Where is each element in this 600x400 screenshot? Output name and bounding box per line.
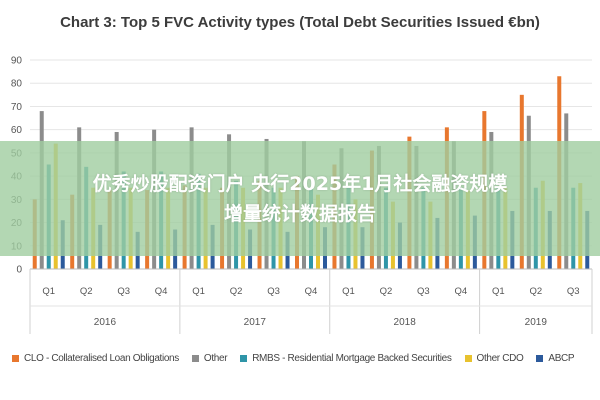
legend-item: Other: [191, 352, 228, 364]
legend-item: RMBS - Residential Mortgage Backed Secur…: [240, 352, 452, 364]
x-tick-label: Q1: [192, 286, 205, 297]
overlay-banner: 优秀炒股配资门户 央行2025年1月社会融资规模 增量统计数据报告: [0, 141, 600, 256]
x-group-label: 2016: [94, 317, 117, 328]
x-tick-label: Q3: [417, 286, 430, 297]
legend-swatch: [12, 354, 19, 362]
legend-item: Other CDO: [464, 352, 524, 364]
x-group-label: 2018: [394, 317, 417, 328]
legend-label: ABCP: [548, 352, 575, 364]
legend-label: CLO - Collateralised Loan Obligations: [24, 352, 179, 364]
x-tick-label: Q4: [305, 286, 318, 297]
x-tick-label: Q2: [380, 286, 393, 297]
y-tick-label: 80: [11, 79, 23, 90]
y-tick-label: 0: [16, 265, 22, 276]
legend-label: Other CDO: [476, 352, 524, 364]
x-tick-label: Q4: [155, 286, 168, 297]
x-tick-label: Q2: [80, 286, 93, 297]
x-group-label: 2019: [525, 317, 548, 328]
x-group-label: 2017: [244, 317, 267, 328]
y-tick-label: 90: [11, 56, 23, 67]
legend-swatch: [191, 354, 199, 362]
overlay-line-1: 优秀炒股配资门户 央行2025年1月社会融资规模: [92, 172, 508, 195]
legend-item: ABCP: [536, 352, 575, 364]
legend-item: CLO - Collateralised Loan Obligations: [12, 353, 179, 364]
x-tick-label: Q1: [492, 286, 505, 297]
x-axis: Q1 Q2 Q3 Q4 Q1 Q2 Q3 Q4 Q1 Q2 Q3 Q4 Q1 Q2 Q3 2016 2017 20…: [29, 268, 593, 334]
x-tick-label: Q2: [529, 286, 542, 297]
legend-swatch: [464, 354, 472, 362]
x-tick-label: Q1: [342, 286, 355, 297]
legend: CLO - Collateralised Loan Obligations Oth…: [12, 350, 600, 366]
x-tick-label: Q2: [230, 286, 243, 297]
x-tick-label: Q4: [455, 286, 468, 297]
legend-swatch: [536, 354, 544, 362]
x-tick-label: Q3: [267, 286, 280, 297]
legend-swatch: [240, 354, 248, 362]
x-tick-label: Q3: [567, 286, 580, 297]
y-tick-label: 70: [11, 102, 23, 113]
legend-label: Other: [203, 352, 228, 364]
chart-title: Chart 3: Top 5 FVC Activity types (Total…: [60, 14, 540, 31]
legend-label: RMBS - Residential Mortgage Backed Secur…: [252, 352, 452, 364]
overlay-line-2: 增量统计数据报告: [223, 202, 376, 225]
x-tick-label: Q1: [42, 286, 55, 297]
y-tick-label: 60: [11, 125, 23, 136]
x-tick-label: Q3: [117, 286, 130, 297]
